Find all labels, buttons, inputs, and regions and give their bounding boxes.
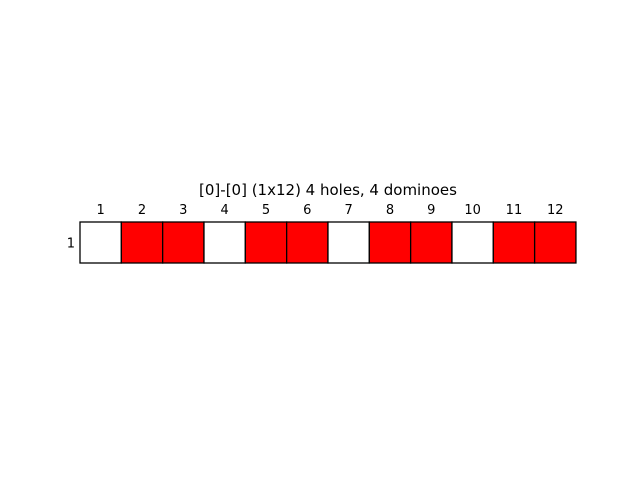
column-label: 2 xyxy=(138,203,146,218)
domino-cell xyxy=(120,221,164,264)
column-label: 1 xyxy=(97,203,105,218)
hole-cell xyxy=(79,221,122,264)
grid-cells xyxy=(79,221,577,264)
domino-cell xyxy=(492,221,536,264)
hole-cell xyxy=(451,221,494,264)
domino-cell xyxy=(533,221,577,264)
hole-cell xyxy=(203,221,246,264)
column-label: 5 xyxy=(262,203,270,218)
column-label: 7 xyxy=(344,203,352,218)
domino-cell xyxy=(409,221,453,264)
domino-cell xyxy=(285,221,329,264)
column-label: 9 xyxy=(427,203,435,218)
domino-cell xyxy=(368,221,412,264)
column-label: 11 xyxy=(506,203,523,218)
row-labels: 1 xyxy=(67,237,75,252)
column-label: 12 xyxy=(547,203,564,218)
domino-cell xyxy=(162,221,205,264)
domino-cell xyxy=(244,221,288,264)
column-labels: 1 2 3 4 5 6 7 8 9 10 11 12 xyxy=(97,203,564,218)
figure-title: [0]-[0] (1x12) 4 holes, 4 dominoes xyxy=(199,181,457,199)
hole-cell xyxy=(327,221,370,264)
column-label: 8 xyxy=(386,203,394,218)
column-label: 3 xyxy=(179,203,187,218)
column-label: 6 xyxy=(303,203,311,218)
column-label: 10 xyxy=(464,203,481,218)
column-label: 4 xyxy=(221,203,229,218)
row-label: 1 xyxy=(67,237,75,252)
